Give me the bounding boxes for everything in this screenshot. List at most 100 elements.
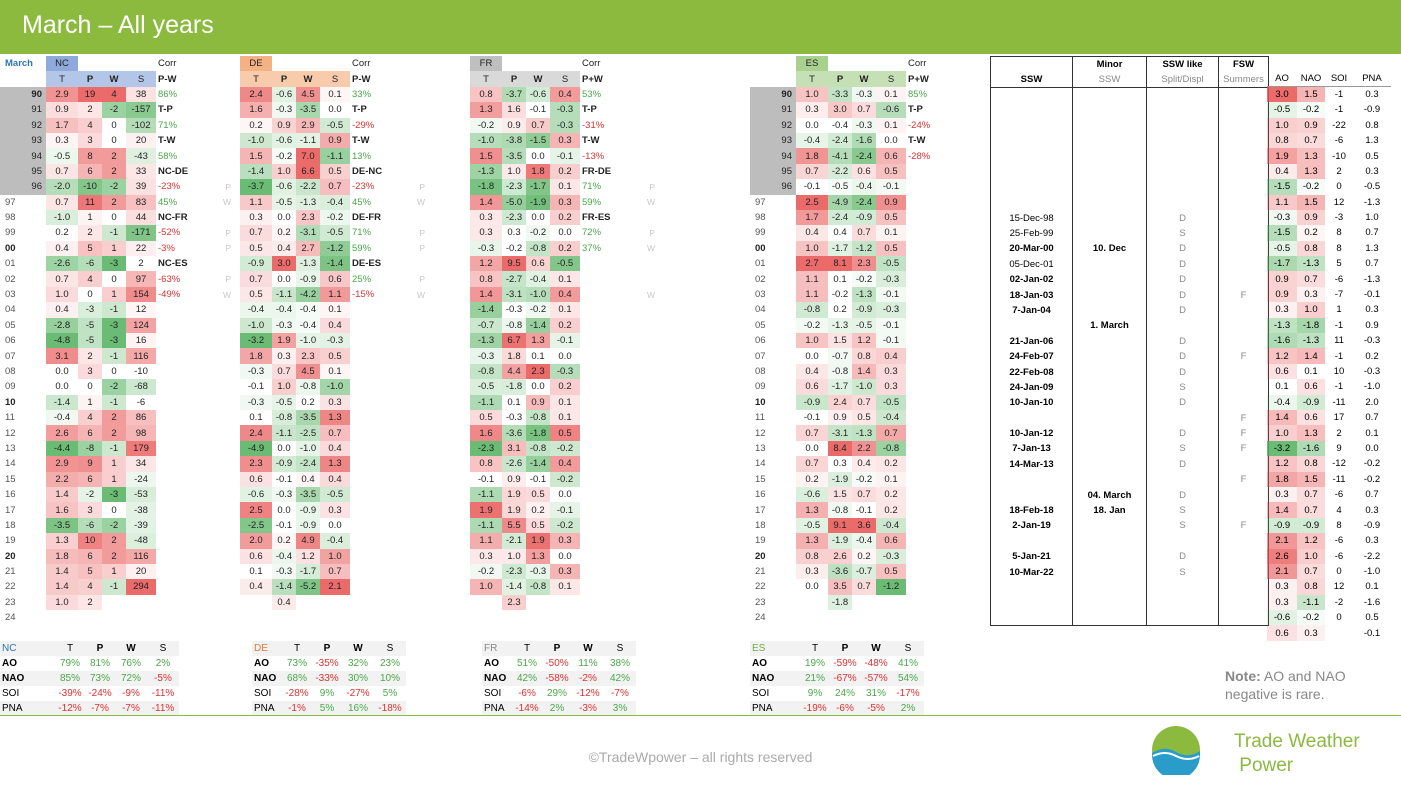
- page-title: March – All years: [22, 11, 214, 39]
- corr-item: DE-FR: [352, 212, 382, 224]
- value-cell: 10: [78, 533, 102, 549]
- value-cell: -3.7: [502, 86, 526, 103]
- corr-item: NC-FR: [158, 212, 188, 224]
- corr-value: 31%: [865, 688, 886, 699]
- value-cell: [852, 595, 876, 610]
- index-label: SOI: [752, 688, 770, 699]
- ssw-cell: [1218, 379, 1269, 396]
- index-cell: -1: [1334, 319, 1344, 331]
- value-cell: 0.3: [46, 132, 78, 149]
- table-row: 96 -0.1 -0.5 -0.4 -0.1: [750, 179, 983, 195]
- index-cell: 0.7: [1365, 258, 1379, 270]
- table-row: 0.6 0.1 10 -0.3: [1267, 363, 1391, 380]
- index-cell: 0.3: [1365, 89, 1379, 101]
- value-cell: -3.5: [296, 486, 320, 503]
- value-cell: -3.6: [828, 563, 852, 580]
- value-cell: 1.0: [796, 86, 828, 103]
- value-cell: 98: [126, 425, 156, 441]
- index-cell: 0.7: [1365, 412, 1379, 424]
- value-cell: 0.7: [320, 563, 350, 580]
- ssw-cell: [990, 533, 1073, 549]
- table-row: 0.8 -3.7 -0.6 0.4 53%: [470, 86, 657, 103]
- ssw-cell: F: [1218, 425, 1269, 442]
- table-row: 0.3 -1.1 -2 -1.6: [1267, 594, 1391, 611]
- ssw-header: SSW like: [1146, 55, 1219, 72]
- table-row: -0.1 1.0 -0.8 -1.0: [240, 379, 427, 395]
- value-cell: 1.1: [470, 533, 502, 549]
- value-cell: 0.1: [876, 117, 906, 133]
- table-row: 1.4 0.7 4 0.3: [1267, 502, 1391, 518]
- value-cell: 1.2: [470, 256, 502, 272]
- value-cell: 294: [126, 579, 156, 595]
- bottom-header: ES: [752, 643, 766, 654]
- value-cell: 0.5: [550, 425, 580, 441]
- index-cell: -0.2: [1363, 473, 1381, 485]
- corr-item: T-W: [352, 135, 370, 147]
- year-cell: 04: [5, 304, 16, 316]
- value-cell: -0.4: [296, 302, 320, 318]
- value-cell: 2.3: [296, 209, 320, 226]
- table-row: 00 0.4 5 1 22 -3% P: [0, 240, 233, 257]
- value-cell: 0.4: [796, 363, 828, 380]
- year-cell: 10: [5, 396, 16, 408]
- index-label: NAO: [484, 673, 507, 684]
- year-cell: 92: [750, 117, 796, 133]
- value-cell: 1.6: [240, 102, 272, 118]
- value-cell: -3.5: [46, 517, 78, 534]
- index-cell: 0.7: [1297, 502, 1325, 518]
- bottom-header: W: [126, 643, 136, 654]
- value-cell: -1.3: [852, 286, 876, 303]
- index-cell: -0.2: [1297, 102, 1325, 118]
- year-cell: 09: [755, 381, 766, 393]
- value-cell: -0.5: [796, 517, 828, 534]
- table-row: 0.6 -0.4 1.2 1.0: [240, 548, 427, 564]
- weight-label: W: [222, 197, 231, 208]
- table-row: 99 0.2 2 -1 -171 -52% P: [0, 225, 233, 241]
- ssw-cell: [1218, 302, 1269, 319]
- value-cell: -10: [78, 179, 102, 195]
- value-cell: 20: [126, 563, 156, 580]
- value-cell: -2.4: [828, 209, 852, 226]
- value-cell: 6: [78, 471, 102, 487]
- value-cell: -2: [102, 517, 126, 534]
- value-cell: 4.5: [296, 86, 320, 103]
- value-cell: -1.9: [526, 194, 550, 210]
- year-cell: 00: [755, 242, 766, 254]
- table-row: 1.8 0.3 2.3 0.5: [240, 348, 427, 364]
- corr-item: 53%: [582, 88, 602, 100]
- ssw-cell: [1146, 318, 1219, 334]
- table-row: -1.3 6.7 1.3 -0.1: [470, 333, 657, 349]
- table-row: 09 0.6 -1.7 -1.0 0.3: [750, 379, 983, 395]
- value-cell: 16: [126, 333, 156, 349]
- ssw-header: FSW: [1218, 55, 1269, 72]
- value-cell: -4.1: [828, 148, 852, 164]
- value-cell: 0.7: [526, 117, 550, 133]
- region-name: ES: [796, 56, 828, 72]
- index-cell: -0.2: [1297, 610, 1325, 626]
- weight-label: W: [646, 289, 655, 300]
- index-cell: -6: [1334, 489, 1344, 501]
- table-row: [990, 533, 1269, 549]
- index-cell: 0.7: [1297, 563, 1325, 580]
- corr-value: 11%: [578, 658, 598, 669]
- year-cell: 92: [0, 117, 46, 133]
- table-row: -0.3 -0.5 0.2 0.3: [240, 394, 427, 410]
- value-cell: 2.3: [296, 348, 320, 364]
- ssw-subheader: Summers: [1218, 71, 1269, 88]
- table-row: -2.3 3.1 -0.8 -0.2: [470, 440, 657, 457]
- year-cell: 19: [755, 535, 766, 547]
- table-row: 1.0 0.9 -22 0.8: [1267, 117, 1391, 133]
- bottom-header: T: [66, 643, 74, 654]
- value-cell: -0.1: [550, 333, 580, 349]
- table-row: -1.0 -3.8 -1.5 0.3 T-W: [470, 132, 657, 149]
- value-cell: 0.9: [502, 117, 526, 133]
- value-cell: 1.0: [272, 163, 296, 180]
- table-row: 90 1.0 -3.3 -0.3 0.1 85%: [750, 86, 983, 103]
- table-row: -0.2 0.9 0.7 -0.3 -31%: [470, 117, 657, 133]
- index-cell: -6: [1334, 535, 1344, 547]
- value-cell: 44: [126, 209, 156, 226]
- index-cell: -0.4: [1267, 394, 1297, 410]
- de-index-corr: DE T P W S AO 73% -35% 32% 23% NAO 68% -33% 30% 10% SOI…: [252, 641, 406, 716]
- value-cell: -2.6: [502, 456, 526, 472]
- table-row: -1.4 1.0 6.6 0.5 DE-NC: [240, 163, 427, 180]
